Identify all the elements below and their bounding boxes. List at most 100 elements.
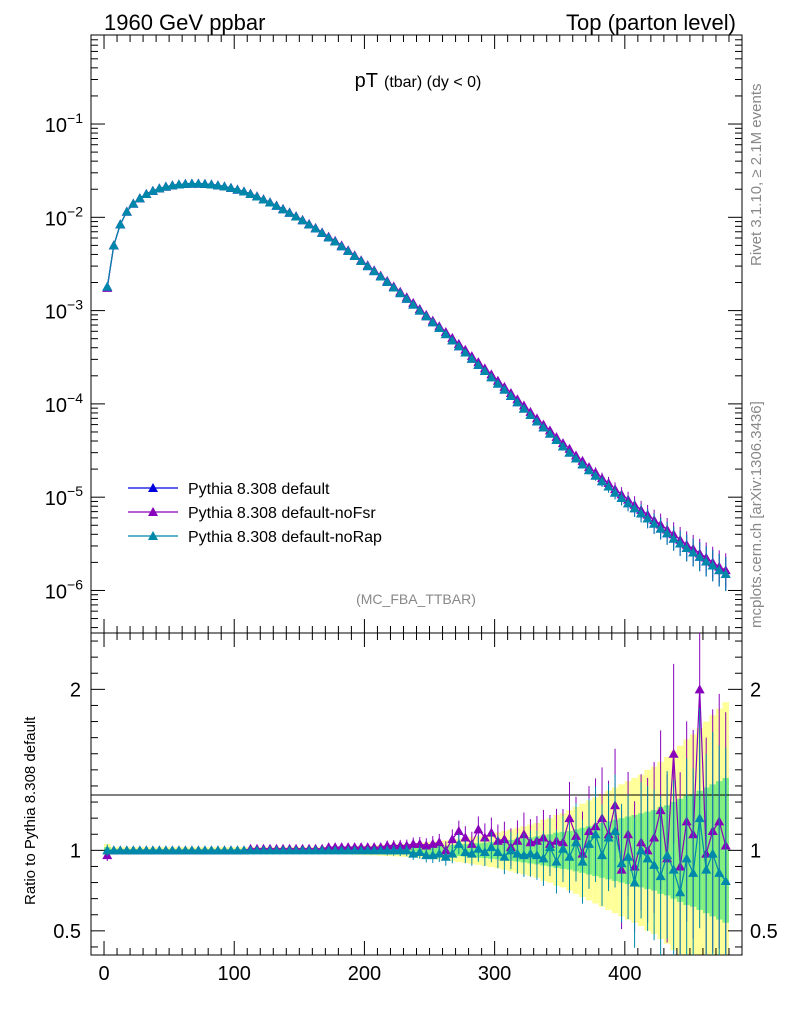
ratio-point: [597, 850, 608, 860]
data-point: [694, 551, 705, 561]
ratio-point: [323, 845, 334, 855]
data-point: [134, 193, 145, 203]
main-y-tick-labels: 10−610−510−410−310−210−1: [45, 110, 83, 603]
ratio-point: [564, 851, 575, 861]
ratio-point: [668, 748, 679, 758]
data-point: [662, 528, 673, 538]
data-point: [486, 372, 497, 382]
ratio-point: [525, 848, 536, 858]
ratio-point: [401, 845, 412, 855]
legend-marker: [148, 507, 158, 516]
data-point: [304, 219, 315, 229]
ratio-point: [167, 845, 178, 855]
data-point: [343, 246, 354, 256]
data-point: [330, 236, 341, 246]
ratio-axis-ticks: [90, 633, 743, 955]
ratio-point: [434, 837, 445, 847]
ratio-point: [460, 832, 471, 842]
series-2: [102, 178, 731, 588]
ratio-point: [245, 845, 256, 855]
ratio-point: [499, 851, 510, 861]
data-point: [193, 178, 204, 188]
data-point: [395, 288, 406, 298]
data-point: [421, 311, 432, 321]
ratio-series-3: [102, 708, 731, 955]
data-point: [603, 481, 614, 491]
ratio-point: [317, 845, 328, 855]
data-point: [225, 182, 236, 192]
y-tick-label-base: 10: [45, 581, 67, 603]
data-point: [258, 194, 269, 204]
legend: Pythia 8.308 default Pythia 8.308 default…: [128, 481, 382, 546]
data-point: [492, 378, 503, 388]
ratio-point: [551, 856, 562, 866]
y-tick-label-base: 10: [45, 208, 67, 230]
ratio-point: [616, 858, 627, 868]
ratio-point: [206, 845, 217, 855]
data-point: [473, 359, 484, 369]
main-series-group: [102, 178, 731, 591]
data-point: [265, 197, 276, 207]
data-point: [284, 207, 295, 217]
ratio-point: [649, 859, 660, 869]
data-point: [434, 323, 445, 333]
ratio-point: [382, 840, 393, 850]
x-tick-label: 0: [98, 963, 109, 985]
y-tick-label-exponent: −6: [67, 576, 83, 592]
ratio-point: [199, 845, 210, 855]
data-point: [610, 487, 621, 497]
ratio-series-group: [102, 633, 731, 955]
ratio-point: [479, 832, 490, 842]
ratio-point: [271, 845, 282, 855]
ratio-point: [577, 856, 588, 866]
ratio-point: [544, 842, 555, 852]
ratio-point: [453, 838, 464, 848]
ratio-point: [232, 845, 243, 855]
ratio-point: [466, 848, 477, 858]
ratio-point: [343, 845, 354, 855]
data-point: [544, 428, 555, 438]
data-point: [642, 513, 653, 523]
ratio-point: [636, 845, 647, 855]
data-point: [479, 366, 490, 376]
ratio-point: [414, 838, 425, 848]
data-point: [499, 384, 510, 394]
y-tick-label-exponent: −3: [67, 297, 83, 313]
data-point: [551, 435, 562, 445]
data-point: [297, 215, 308, 225]
data-point: [206, 179, 217, 189]
data-point: [466, 353, 477, 363]
ratio-point: [505, 845, 516, 855]
ratio-point: [447, 848, 458, 858]
x-tick-label: 300: [478, 963, 511, 985]
ratio-point: [694, 813, 705, 823]
data-point: [518, 403, 529, 413]
data-point: [336, 241, 347, 251]
data-point: [590, 470, 601, 480]
y-tick-label-exponent: −1: [67, 110, 83, 126]
data-point: [369, 266, 380, 276]
ratio-point: [193, 845, 204, 855]
ratio-point: [108, 845, 119, 855]
mcplots-label: mcplots.cern.ch [arXiv:1306.3436]: [748, 401, 765, 628]
data-point: [362, 261, 373, 271]
ratio-point: [531, 850, 542, 860]
ratio-point: [258, 845, 269, 855]
data-point: [245, 188, 256, 198]
y-tick-label-base: 10: [45, 488, 67, 510]
ratio-point: [388, 845, 399, 855]
ratio-panel: 0 100 200 300 400 0.5 0.5 1 1 2 2 Ratio to Pythia …: [22, 632, 778, 985]
ratio-point: [252, 845, 263, 855]
ratio-point: [479, 846, 490, 856]
data-point: [212, 180, 223, 190]
series-3: [102, 178, 731, 591]
ratio-point: [238, 845, 249, 855]
ratio-point: [610, 826, 621, 836]
data-point: [121, 206, 132, 216]
ratio-tick-labels: 0 100 200 300 400 0.5 0.5 1 1 2 2: [53, 679, 778, 985]
data-point: [597, 476, 608, 486]
ratio-point: [160, 845, 171, 855]
ratio-point: [186, 845, 197, 855]
data-point: [720, 569, 731, 579]
legend-marker: [148, 531, 158, 540]
